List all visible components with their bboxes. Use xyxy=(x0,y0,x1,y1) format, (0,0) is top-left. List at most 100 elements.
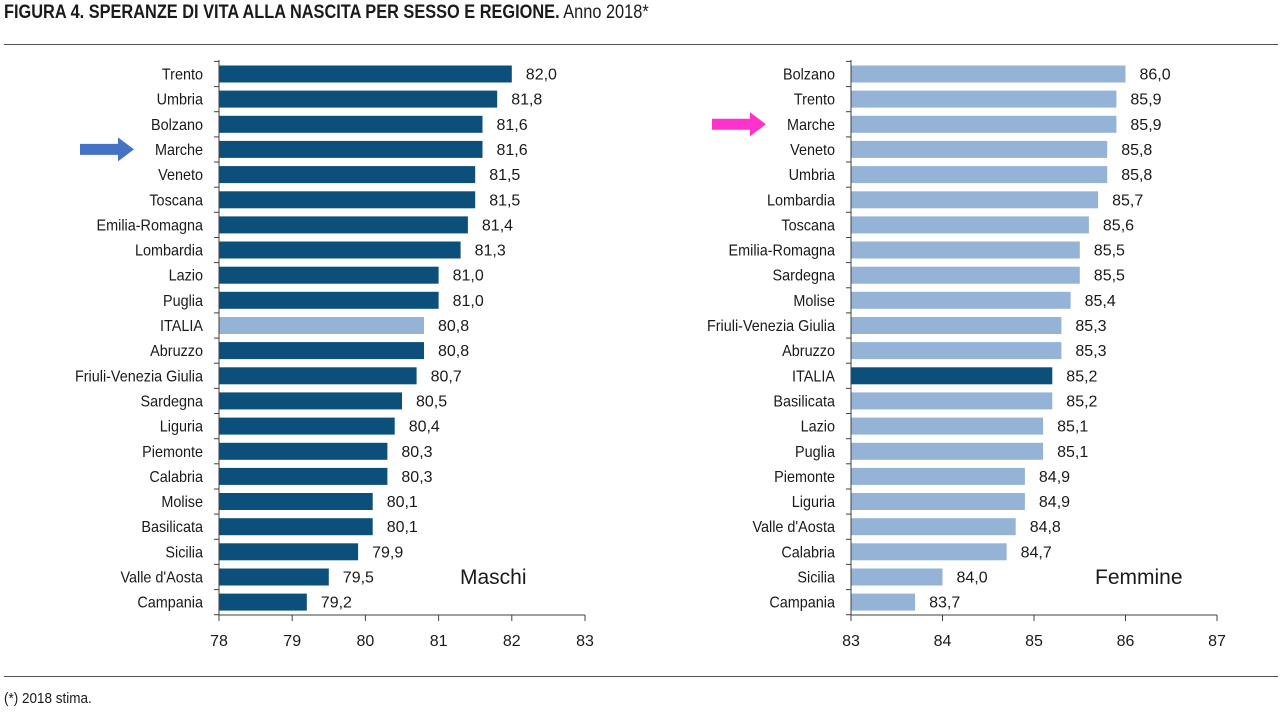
category-label: Molise xyxy=(793,292,835,310)
value-label: 81,3 xyxy=(475,243,506,260)
category-label: Lazio xyxy=(169,267,203,285)
bar xyxy=(851,518,1016,536)
bar xyxy=(219,317,424,334)
value-label: 86,0 xyxy=(1140,67,1171,84)
bar xyxy=(219,568,329,586)
value-label: 85,5 xyxy=(1094,268,1125,285)
bar xyxy=(219,241,461,259)
value-label: 85,9 xyxy=(1130,92,1161,109)
x-tick-label: 86 xyxy=(1117,633,1135,650)
x-tick-label: 79 xyxy=(283,633,301,650)
bar xyxy=(851,266,1080,284)
value-label: 85,5 xyxy=(1094,243,1125,260)
bar xyxy=(219,442,388,460)
value-label: 85,1 xyxy=(1057,444,1088,461)
bar xyxy=(219,90,498,108)
category-label: Valle d'Aosta xyxy=(120,569,203,587)
value-label: 85,3 xyxy=(1075,318,1106,335)
bar xyxy=(851,568,943,586)
bar xyxy=(219,166,476,184)
category-label: Veneto xyxy=(158,166,203,184)
category-label: Molise xyxy=(161,493,203,511)
value-label: 85,2 xyxy=(1066,393,1097,410)
bar xyxy=(219,291,439,309)
category-label: Campania xyxy=(137,594,203,612)
bar xyxy=(851,216,1089,234)
category-label: Bolzano xyxy=(783,66,835,84)
bar xyxy=(219,367,417,385)
category-label: Lombardia xyxy=(135,242,204,260)
category-label: Bolzano xyxy=(151,116,203,134)
bar xyxy=(219,191,476,209)
bar xyxy=(219,543,359,561)
category-label: Basilicata xyxy=(141,519,203,537)
category-label: Lombardia xyxy=(767,192,836,210)
value-label: 81,6 xyxy=(497,142,528,159)
figure-title: FIGURA 4. SPERANZE DI VITA ALLA NASCITA … xyxy=(4,2,649,24)
footnote: (*) 2018 stima. xyxy=(4,690,92,707)
category-label: ITALIA xyxy=(160,317,204,335)
value-label: 80,4 xyxy=(409,419,440,436)
value-label: 85,3 xyxy=(1075,343,1106,360)
category-label: Emilia-Romagna xyxy=(97,217,204,235)
value-label: 80,8 xyxy=(438,343,469,360)
value-label: 81,6 xyxy=(497,117,528,134)
category-label: Umbria xyxy=(157,91,204,109)
series-label: Femmine xyxy=(1095,566,1183,589)
bar xyxy=(219,266,439,284)
value-label: 85,2 xyxy=(1066,368,1097,385)
bar xyxy=(851,90,1117,108)
bar xyxy=(219,216,468,234)
value-label: 84,9 xyxy=(1039,494,1070,511)
category-label: Campania xyxy=(769,594,835,612)
bar xyxy=(219,115,483,133)
category-label: Sardegna xyxy=(141,393,204,411)
value-label: 80,5 xyxy=(416,393,447,410)
bar xyxy=(851,417,1044,435)
x-tick-label: 83 xyxy=(576,633,594,650)
category-label: Toscana xyxy=(149,192,203,210)
category-label: Liguria xyxy=(160,418,204,436)
bar xyxy=(851,65,1126,83)
category-label: Valle d'Aosta xyxy=(752,519,835,537)
category-label: Friuli-Venezia Giulia xyxy=(707,317,836,335)
bar xyxy=(851,367,1053,385)
value-label: 81,5 xyxy=(489,167,520,184)
series-label: Maschi xyxy=(460,566,527,589)
category-label: Calabria xyxy=(781,544,835,562)
bar xyxy=(851,493,1025,510)
value-label: 81,4 xyxy=(482,217,513,234)
value-label: 84,7 xyxy=(1021,544,1052,561)
category-label: Puglia xyxy=(795,443,836,461)
value-label: 80,8 xyxy=(438,318,469,335)
value-label: 84,8 xyxy=(1030,519,1061,536)
top-rule xyxy=(4,44,1278,45)
bar xyxy=(219,493,373,510)
value-label: 80,3 xyxy=(401,444,432,461)
x-tick-label: 84 xyxy=(934,633,952,650)
chart-maschi: Trento 82,0 Umbria 81,8 Bolzano 81,6 Marche 81,… xyxy=(75,60,594,650)
value-label: 79,5 xyxy=(343,570,374,587)
category-label: Basilicata xyxy=(773,393,835,411)
category-label: Friuli-Venezia Giulia xyxy=(75,368,204,386)
bar xyxy=(219,140,483,158)
value-label: 85,7 xyxy=(1112,192,1143,209)
bar xyxy=(219,593,307,611)
bar xyxy=(851,140,1108,158)
category-label: Piemonte xyxy=(142,443,203,461)
category-label: Umbria xyxy=(789,166,836,184)
value-label: 80,3 xyxy=(401,469,432,486)
value-label: 83,7 xyxy=(929,595,960,612)
category-label: Sicilia xyxy=(165,544,203,562)
category-label: Abruzzo xyxy=(150,342,203,360)
category-label: Emilia-Romagna xyxy=(729,242,836,260)
bar xyxy=(851,392,1053,410)
category-label: Trento xyxy=(794,91,835,109)
bar xyxy=(851,317,1062,334)
bar xyxy=(851,241,1080,259)
x-tick-label: 82 xyxy=(503,633,521,650)
category-label: Puglia xyxy=(163,292,204,310)
value-label: 85,4 xyxy=(1085,293,1116,310)
x-tick-label: 85 xyxy=(1025,633,1043,650)
value-label: 82,0 xyxy=(526,67,557,84)
